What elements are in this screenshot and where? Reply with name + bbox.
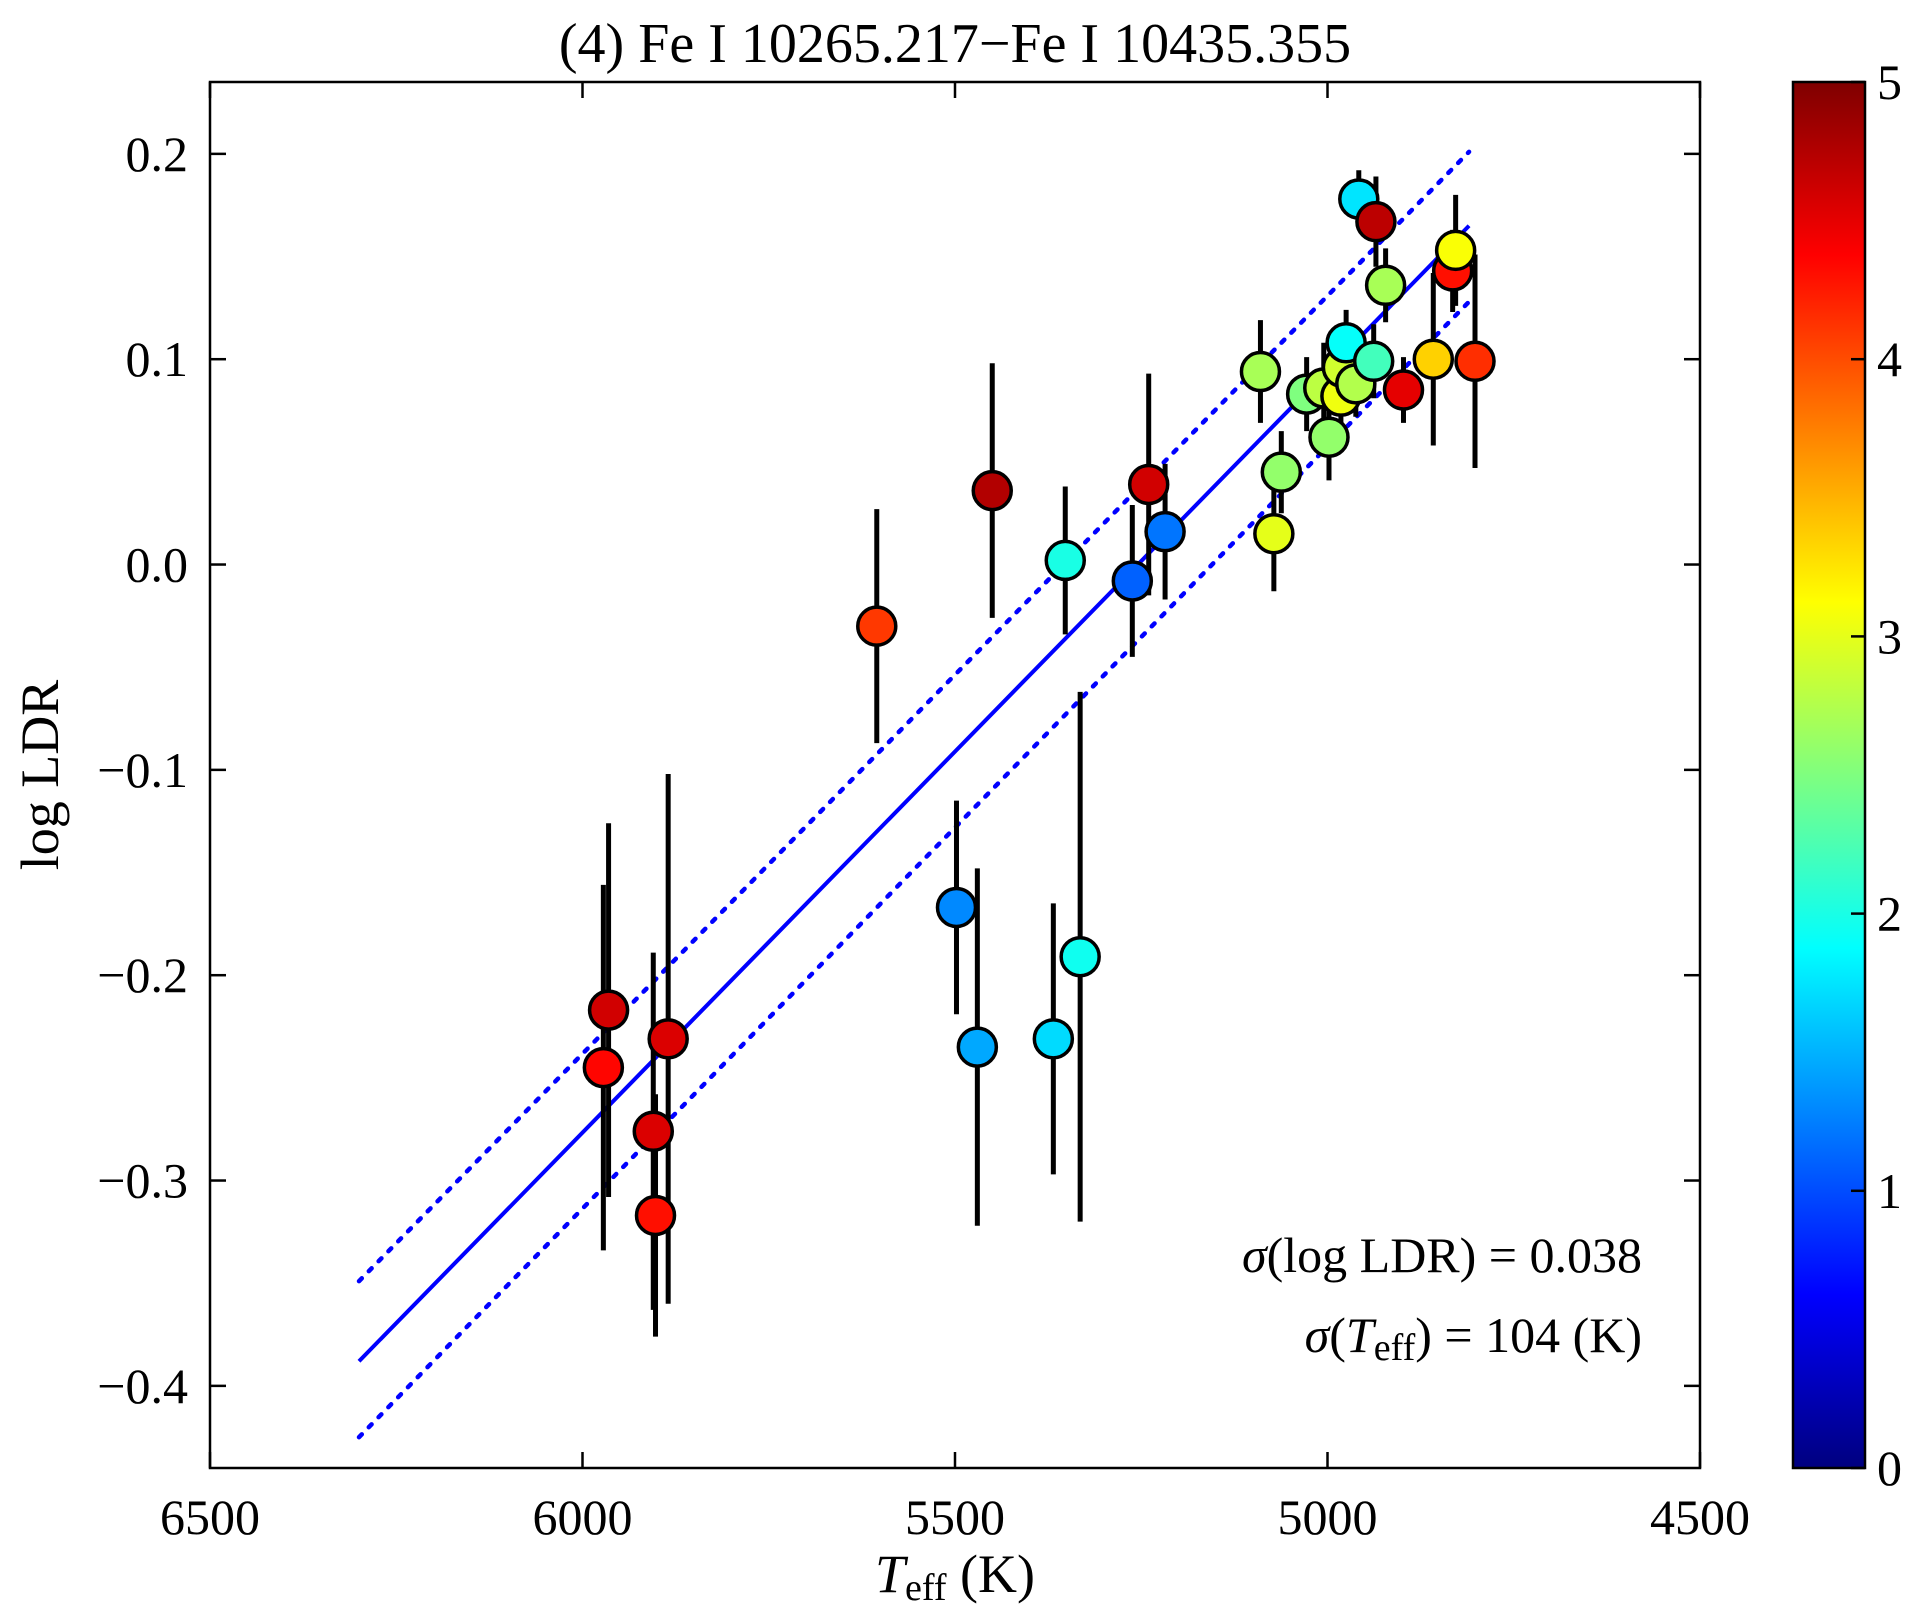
data-point xyxy=(1352,340,1395,383)
colorbar xyxy=(1791,80,1867,1470)
data-point xyxy=(1382,369,1425,411)
x-tick-label: 4500 xyxy=(1650,1489,1750,1545)
fit-lower-bound xyxy=(356,299,1472,1440)
data-point xyxy=(1260,451,1303,493)
x-axis-label-symbol: T xyxy=(875,1544,909,1604)
x-tick-label: 5000 xyxy=(1278,1489,1378,1545)
y-tick-label: −0.4 xyxy=(97,1358,188,1414)
x-tick-label: 6500 xyxy=(160,1489,260,1545)
fit-upper-bound xyxy=(356,149,1472,1284)
data-point xyxy=(1044,539,1087,582)
data-point xyxy=(956,1026,999,1068)
x-axis-label-unit: (K) xyxy=(947,1544,1035,1604)
data-point xyxy=(1308,416,1350,458)
x-axis-label-sub: eff xyxy=(905,1567,947,1609)
data-point xyxy=(1364,264,1407,307)
chart-title: (4) Fe I 10265.217−Fe I 10435.355 xyxy=(559,13,1351,75)
data-point xyxy=(1434,229,1477,272)
data-point xyxy=(632,1110,675,1153)
y-tick-label: −0.2 xyxy=(97,947,188,1003)
data-point xyxy=(1412,338,1455,380)
x-tick-label: 6000 xyxy=(533,1489,633,1545)
x-tick-label: 5500 xyxy=(905,1489,1005,1545)
annotation-sigma-teff: σ(Teff) = 104 (K) xyxy=(1305,1307,1642,1369)
data-point xyxy=(1144,510,1186,553)
y-tick-label: −0.1 xyxy=(97,742,188,798)
data-point xyxy=(1454,340,1496,383)
data-point xyxy=(1111,560,1154,602)
axis-ticks: 6500 6000 5500 5000 4500 0.2 0.1 0.0 −0.1 −0.2 −0.… xyxy=(97,82,1750,1545)
annotation-sigma-logldr: σ(log LDR) = 0.038 xyxy=(1242,1227,1642,1283)
data-point xyxy=(1059,935,1101,978)
colorbar-tick-label: 3 xyxy=(1877,608,1902,664)
annotation-sigma-logldr-text: (log LDR) = 0.038 xyxy=(1267,1227,1642,1283)
colorbar-ticks: 0 1 2 3 4 5 xyxy=(1851,54,1902,1496)
data-point xyxy=(1253,512,1295,555)
data-point xyxy=(634,1194,677,1237)
annotation-teff-sub: eff xyxy=(1374,1327,1416,1369)
annotation-sigma-symbol: σ xyxy=(1305,1307,1332,1363)
data-point xyxy=(1239,350,1282,393)
plot-area xyxy=(356,149,1496,1440)
x-axis-label: Teff (K) xyxy=(875,1544,1035,1609)
data-point xyxy=(582,1046,625,1089)
y-axis-label: log LDR xyxy=(10,680,70,871)
fit-line xyxy=(357,224,1471,1363)
data-point xyxy=(1032,1018,1075,1060)
data-point xyxy=(647,1018,689,1060)
colorbar-tick-label: 5 xyxy=(1877,54,1902,110)
colorbar-tick-label: 1 xyxy=(1877,1163,1902,1219)
annotation-teff-symbol: T xyxy=(1346,1307,1377,1363)
colorbar-tick-label: 0 xyxy=(1877,1440,1902,1496)
y-tick-label: −0.3 xyxy=(97,1153,188,1209)
data-point xyxy=(587,989,630,1031)
y-tick-label: 0.0 xyxy=(126,537,189,593)
annotation-sigma-teff-text: ) = 104 (K) xyxy=(1415,1307,1642,1363)
data-point xyxy=(1355,200,1397,243)
y-tick-label: 0.2 xyxy=(126,126,189,182)
data-point xyxy=(971,469,1013,512)
data-point xyxy=(935,886,978,929)
data-point xyxy=(856,605,898,647)
colorbar-tick-label: 2 xyxy=(1877,886,1902,942)
annotation-open-paren: ( xyxy=(1329,1307,1346,1363)
annotation-sigma-symbol: σ xyxy=(1242,1227,1269,1283)
colorbar-tick-label: 4 xyxy=(1877,331,1902,387)
y-tick-label: 0.1 xyxy=(126,331,189,387)
data-point xyxy=(1127,463,1170,506)
